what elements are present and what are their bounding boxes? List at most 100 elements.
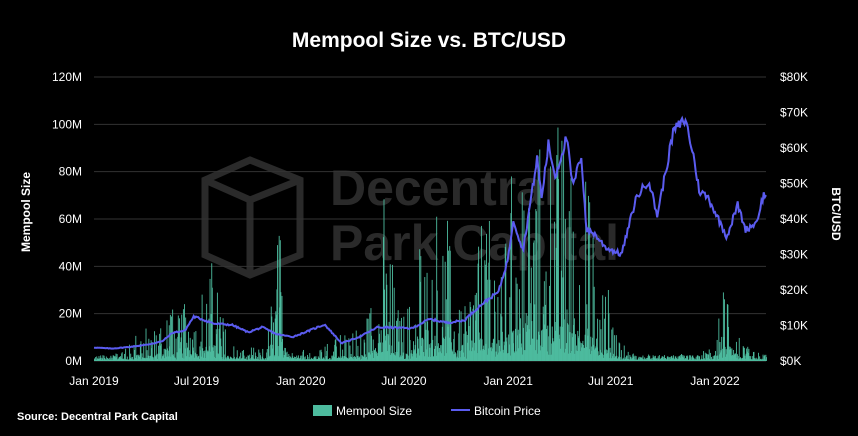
mempool-bar <box>729 346 731 361</box>
mempool-bar <box>691 359 693 361</box>
mempool-bar <box>490 347 491 361</box>
mempool-bar <box>241 350 243 361</box>
mempool-bar <box>196 354 198 361</box>
mempool-bar <box>661 356 663 361</box>
mempool-bar <box>480 350 482 361</box>
mempool-bar <box>272 344 274 361</box>
mempool-bar <box>475 320 477 361</box>
mempool-bar <box>152 356 154 361</box>
mempool-bar <box>505 341 507 361</box>
mempool-bar <box>143 358 145 361</box>
mempool-bar <box>261 359 263 361</box>
mempool-bar <box>548 285 550 361</box>
mempool-bar <box>579 285 580 361</box>
mempool-bar <box>135 335 137 361</box>
mempool-bar <box>377 343 379 361</box>
mempool-bar <box>273 356 275 361</box>
mempool-bar <box>390 354 392 361</box>
mempool-bar <box>473 350 475 361</box>
mempool-bar <box>391 345 393 361</box>
mempool-bar <box>684 359 686 361</box>
mempool-bar <box>148 338 150 361</box>
mempool-bar <box>428 356 430 361</box>
mempool-bar <box>705 353 707 361</box>
mempool-bar <box>344 335 346 361</box>
mempool-bar <box>669 356 671 361</box>
mempool-bar <box>361 358 363 361</box>
right-axis-title: BTC/USD <box>829 187 843 241</box>
mempool-bar <box>581 347 583 361</box>
mempool-bar <box>594 349 596 361</box>
mempool-bar <box>711 356 712 361</box>
mempool-bar <box>419 281 421 361</box>
mempool-bar <box>763 359 765 361</box>
mempool-bar <box>562 277 564 361</box>
mempool-bar <box>700 358 702 361</box>
mempool-bar <box>599 349 601 361</box>
mempool-bar <box>704 352 706 361</box>
mempool-bar <box>545 271 547 361</box>
mempool-bar <box>705 359 707 361</box>
mempool-bar <box>372 339 374 361</box>
mempool-bar <box>758 352 759 361</box>
mempool-bar <box>734 353 736 361</box>
mempool-bar <box>717 355 719 361</box>
mempool-bar <box>545 304 546 361</box>
mempool-bar <box>365 356 367 361</box>
mempool-bar <box>216 292 218 361</box>
mempool-bar <box>444 261 446 361</box>
mempool-bar <box>636 359 638 361</box>
mempool-bar <box>168 350 170 361</box>
mempool-bar <box>543 281 545 361</box>
mempool-bar <box>469 301 471 361</box>
mempool-bar <box>382 237 384 361</box>
mempool-bar <box>735 353 737 361</box>
mempool-bar <box>551 326 553 361</box>
mempool-bar <box>565 348 567 361</box>
mempool-bar <box>749 358 751 361</box>
mempool-bar <box>236 350 238 361</box>
mempool-bar <box>664 355 665 361</box>
mempool-bar <box>492 348 494 361</box>
mempool-bar <box>169 314 171 361</box>
mempool-bar <box>640 357 642 361</box>
mempool-bar <box>639 356 641 361</box>
mempool-bar <box>574 353 576 361</box>
mempool-bar <box>427 330 429 361</box>
mempool-bar <box>581 343 583 361</box>
mempool-bar <box>720 352 721 361</box>
mempool-bar <box>392 264 393 361</box>
mempool-bar <box>495 356 497 361</box>
mempool-bar <box>121 353 123 361</box>
mempool-bar <box>509 297 511 361</box>
mempool-bar <box>314 358 316 361</box>
mempool-bar <box>464 306 466 361</box>
mempool-bar <box>759 356 761 361</box>
mempool-bar <box>308 359 310 361</box>
mempool-bar <box>749 356 750 361</box>
mempool-bar <box>242 357 244 361</box>
mempool-bar <box>165 356 167 361</box>
mempool-bar <box>563 319 565 361</box>
mempool-bar <box>709 358 711 361</box>
mempool-bar <box>129 344 131 361</box>
mempool-bar <box>477 353 478 361</box>
mempool-bar <box>497 297 499 361</box>
mempool-bar <box>197 357 199 361</box>
mempool-bar <box>120 358 122 361</box>
mempool-bar <box>355 357 357 361</box>
mempool-bar <box>207 351 209 361</box>
mempool-bar <box>525 323 527 361</box>
mempool-bar <box>305 359 307 361</box>
mempool-bar <box>708 349 710 361</box>
mempool-bar <box>515 277 517 361</box>
mempool-bar <box>316 359 318 361</box>
mempool-bar <box>435 345 436 361</box>
mempool-bar <box>266 349 268 361</box>
mempool-bar <box>760 359 762 361</box>
mempool-bar <box>210 313 212 361</box>
mempool-bar <box>580 343 582 361</box>
mempool-bar <box>332 355 334 361</box>
mempool-bar <box>293 358 295 361</box>
mempool-bar <box>707 358 708 361</box>
